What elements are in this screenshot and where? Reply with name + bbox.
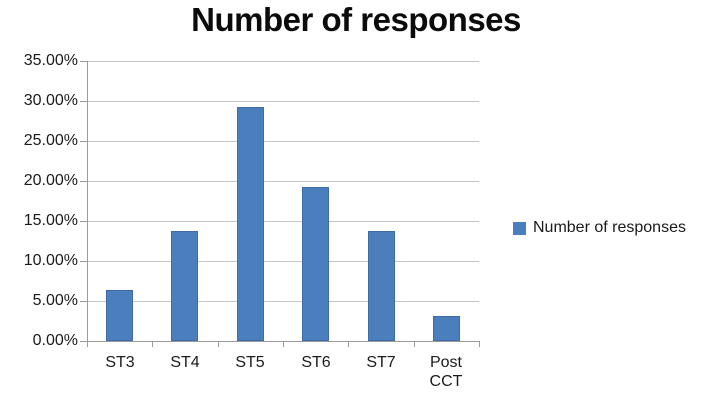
- bar-st4: [171, 231, 198, 341]
- y-axis-label: 10.00%: [23, 252, 78, 269]
- y-axis-label: 5.00%: [32, 292, 78, 309]
- x-axis-tick: [414, 341, 415, 347]
- x-axis-tick: [87, 341, 88, 347]
- y-axis-tick: [80, 101, 87, 102]
- bar-st6: [302, 187, 329, 341]
- y-axis-tick: [80, 221, 87, 222]
- legend-swatch-icon: [513, 221, 526, 235]
- y-axis-label: 30.00%: [23, 92, 78, 109]
- y-axis-tick: [80, 261, 87, 262]
- gridline: [87, 101, 479, 102]
- gridline: [87, 261, 479, 262]
- gridline: [87, 221, 479, 222]
- gridline: [87, 301, 479, 302]
- x-axis-tick: [218, 341, 219, 347]
- bar-post-cct: [433, 316, 460, 341]
- x-axis-label: ST5: [235, 354, 265, 371]
- gridline: [87, 141, 479, 142]
- x-axis-tick: [348, 341, 349, 347]
- y-axis-tick: [80, 301, 87, 302]
- y-axis-label: 15.00%: [23, 212, 78, 229]
- x-axis-label: ST3: [105, 354, 135, 371]
- x-axis-label: ST6: [301, 354, 331, 371]
- gridline: [87, 181, 479, 182]
- x-axis-tick: [283, 341, 284, 347]
- legend-label: Number of responses: [533, 219, 686, 236]
- bar-st7: [368, 231, 395, 341]
- x-axis-label: Post CCT: [429, 354, 463, 390]
- y-axis-line: [87, 61, 88, 341]
- y-axis-tick: [80, 141, 87, 142]
- y-axis-tick: [80, 341, 87, 342]
- x-axis-tick: [479, 341, 480, 347]
- y-axis-label: 25.00%: [23, 132, 78, 149]
- y-axis-tick: [80, 61, 87, 62]
- x-axis-label: ST7: [366, 354, 396, 371]
- y-axis-label: 35.00%: [23, 52, 78, 69]
- y-axis-label: 20.00%: [23, 172, 78, 189]
- y-axis-tick: [80, 181, 87, 182]
- chart-title: Number of responses: [191, 1, 521, 38]
- x-axis-label: ST4: [170, 354, 200, 371]
- gridline: [87, 61, 479, 62]
- plot-area: [87, 61, 479, 341]
- legend: Number of responses: [513, 219, 686, 237]
- x-axis-tick: [152, 341, 153, 347]
- bar-st5: [237, 107, 264, 341]
- y-axis-label: 0.00%: [32, 332, 78, 349]
- bar-st3: [106, 290, 133, 341]
